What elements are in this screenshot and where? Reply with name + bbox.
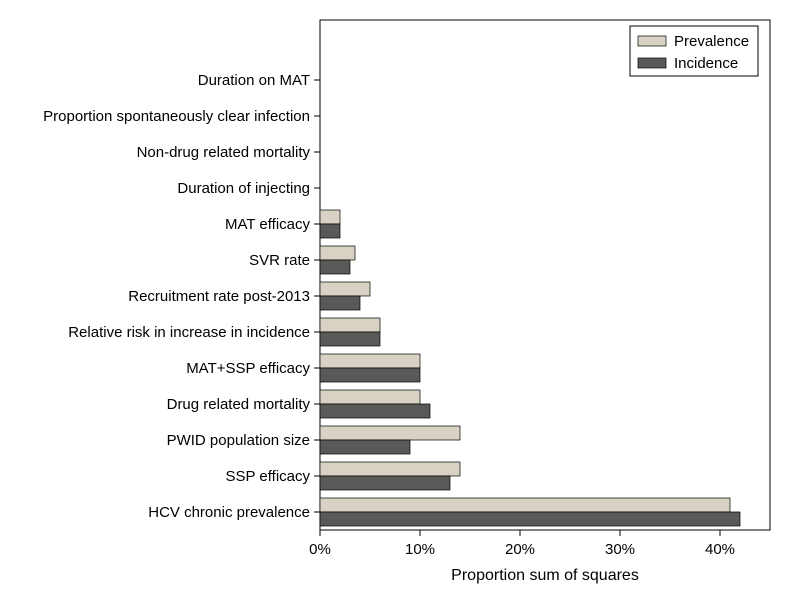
category-label: Duration of injecting — [177, 180, 310, 197]
bar-incidence — [320, 296, 360, 310]
category-label: Non-drug related mortality — [137, 144, 311, 161]
bar-incidence — [320, 332, 380, 346]
chart-svg: 0% 10% 20% 30% 40% Proportion sum of squares H… — [0, 0, 791, 602]
bar-prevalence — [320, 354, 420, 368]
category-label: MAT+SSP efficacy — [186, 360, 310, 377]
legend-label: Prevalence — [674, 33, 749, 50]
bar-incidence — [320, 404, 430, 418]
category-label: PWID population size — [167, 432, 310, 449]
bar-incidence — [320, 440, 410, 454]
bar-prevalence — [320, 390, 420, 404]
bar-prevalence — [320, 210, 340, 224]
x-tick-label: 10% — [405, 541, 435, 558]
bar-incidence — [320, 512, 740, 526]
bar-prevalence — [320, 318, 380, 332]
category-label: SSP efficacy — [226, 468, 311, 485]
legend-swatch-prevalence — [638, 36, 666, 46]
bar-incidence — [320, 260, 350, 274]
category-label: HCV chronic prevalence — [148, 504, 310, 521]
x-tick-label: 30% — [605, 541, 635, 558]
category-label: Proportion spontaneously clear infection — [43, 108, 310, 125]
legend-swatch-incidence — [638, 58, 666, 68]
bar-incidence — [320, 368, 420, 382]
bar-prevalence — [320, 282, 370, 296]
category-label: Relative risk in increase in incidence — [68, 324, 310, 341]
category-label: Duration on MAT — [198, 72, 310, 89]
legend-label: Incidence — [674, 55, 738, 72]
category-label: SVR rate — [249, 252, 310, 269]
x-tick-label: 40% — [705, 541, 735, 558]
bar-prevalence — [320, 498, 730, 512]
category-label: MAT efficacy — [225, 216, 311, 233]
bar-prevalence — [320, 462, 460, 476]
x-tick-label: 20% — [505, 541, 535, 558]
sensitivity-chart: 0% 10% 20% 30% 40% Proportion sum of squares H… — [0, 0, 791, 602]
bar-prevalence — [320, 426, 460, 440]
bar-incidence — [320, 476, 450, 490]
category-label: Recruitment rate post-2013 — [128, 288, 310, 305]
bar-prevalence — [320, 246, 355, 260]
category-label: Drug related mortality — [167, 396, 311, 413]
x-axis-title: Proportion sum of squares — [451, 567, 639, 584]
bar-incidence — [320, 224, 340, 238]
x-tick-label: 0% — [309, 541, 331, 558]
